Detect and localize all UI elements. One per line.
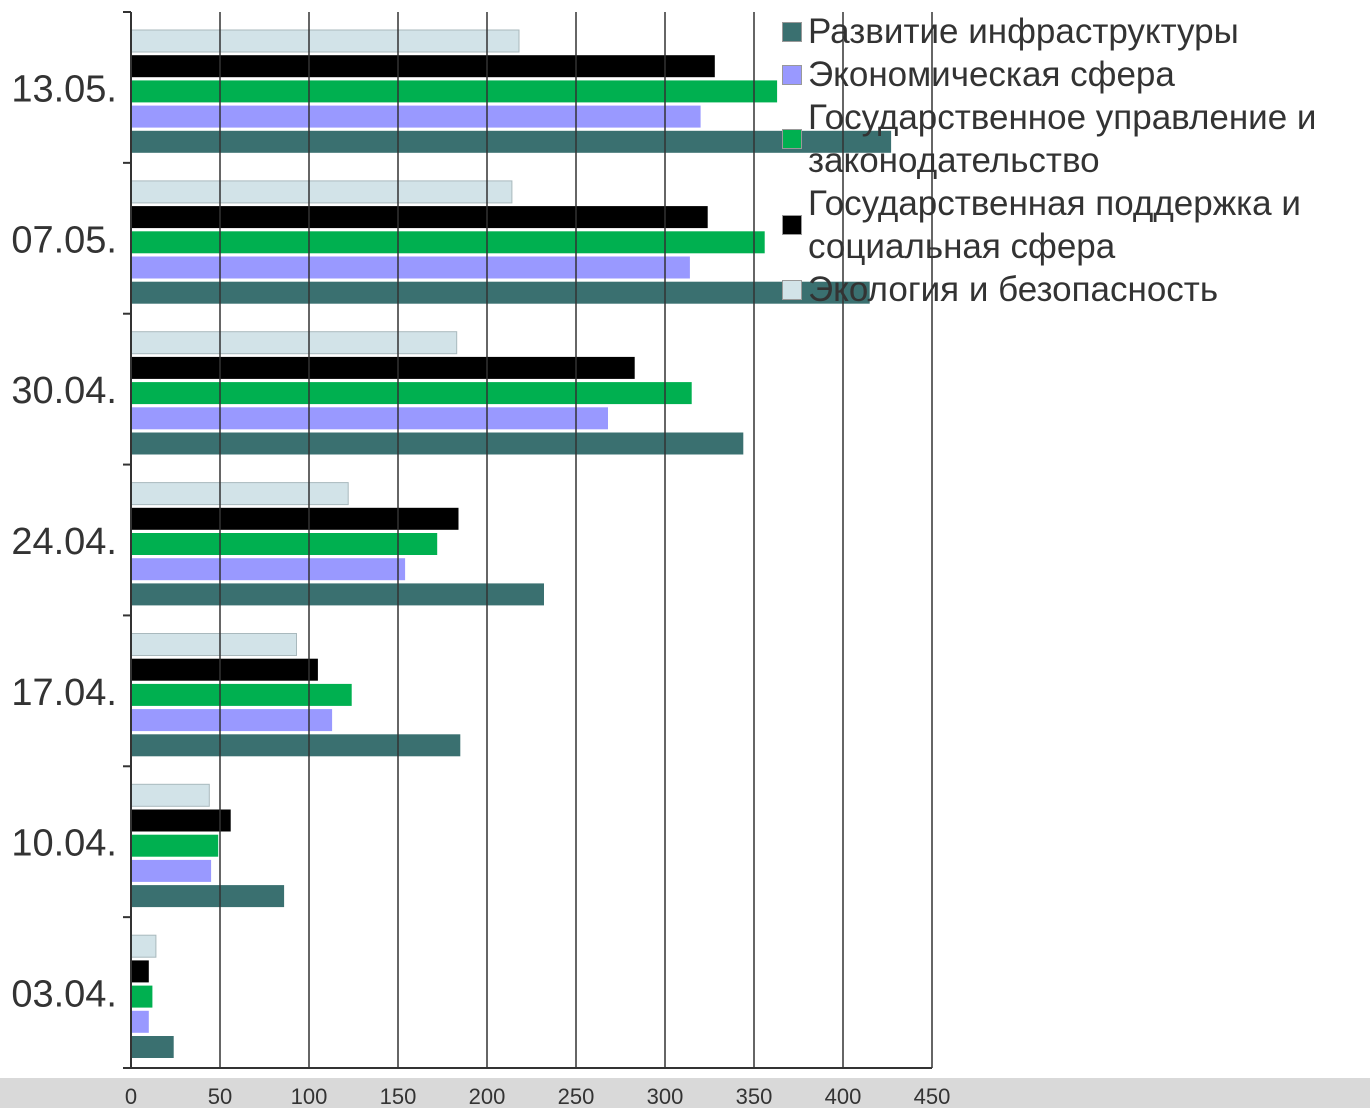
bar-0705-series-1 xyxy=(131,281,870,304)
bar-1704-series-4 xyxy=(131,658,318,681)
bar-0304-series-4 xyxy=(131,960,149,983)
category-label: 17.04. xyxy=(11,672,117,714)
bar-2404-series-2 xyxy=(131,558,406,581)
category-label: 03.04. xyxy=(11,974,117,1016)
legend-label: Экономическая сфера xyxy=(808,55,1175,94)
legend-swatch xyxy=(782,279,802,300)
bar-1704-series-5 xyxy=(130,633,297,656)
x-tick-label: 450 xyxy=(914,1084,951,1108)
x-tick-label: 400 xyxy=(825,1084,862,1108)
bar-0705-series-3 xyxy=(131,231,765,254)
bar-3004-series-3 xyxy=(131,382,692,405)
bar-1305-series-3 xyxy=(131,80,778,103)
x-tick-label: 0 xyxy=(125,1084,137,1108)
x-tick-label: 100 xyxy=(291,1084,328,1108)
bar-1004-series-4 xyxy=(131,809,231,832)
bar-0304-series-1 xyxy=(131,1036,174,1058)
x-tick-label: 200 xyxy=(469,1084,506,1108)
bar-3004-series-1 xyxy=(131,432,744,455)
category-label: 30.04. xyxy=(11,370,117,412)
bar-1004-series-1 xyxy=(131,885,285,908)
legend-label: Государственное управление и законодател… xyxy=(808,98,1317,180)
category-label: 10.04. xyxy=(11,823,117,865)
bar-0304-series-2 xyxy=(131,1010,149,1033)
legend-swatch xyxy=(782,64,802,85)
bar-0705-series-5 xyxy=(130,180,513,204)
legend-item: Экология и безопасность xyxy=(782,268,1370,311)
legend-item: Государственная поддержка и социальная с… xyxy=(782,182,1370,268)
bar-1305-series-1 xyxy=(131,130,892,153)
legend-swatch xyxy=(782,21,802,42)
x-tick-label: 250 xyxy=(558,1084,595,1108)
x-tick-label: 300 xyxy=(647,1084,684,1108)
bar-3004-series-5 xyxy=(130,331,458,355)
bar-1305-series-2 xyxy=(131,105,701,128)
legend-label: Развитие инфраструктуры xyxy=(808,12,1239,51)
bar-3004-series-4 xyxy=(131,356,635,379)
bar-1004-series-2 xyxy=(131,859,212,882)
legend-item: Экономическая сфера xyxy=(782,53,1370,96)
bar-1004-series-3 xyxy=(131,834,219,857)
bar-0705-series-4 xyxy=(131,206,708,229)
bar-0705-series-2 xyxy=(131,256,690,279)
legend-swatch xyxy=(782,215,802,235)
bar-1305-series-4 xyxy=(131,55,715,78)
bar-1305-series-5 xyxy=(130,29,520,53)
bar-2404-series-3 xyxy=(131,533,438,555)
bar-1004-series-5 xyxy=(130,783,210,807)
x-tick-label: 50 xyxy=(208,1084,232,1108)
legend-swatch xyxy=(782,129,802,149)
category-label: 07.05. xyxy=(11,219,117,261)
bar-1704-series-2 xyxy=(131,709,333,732)
chart-legend: Развитие инфраструктуры Экономическая сфе… xyxy=(782,10,1370,311)
bar-3004-series-2 xyxy=(131,407,608,430)
x-axis-band xyxy=(0,1078,1370,1108)
legend-label: Государственная поддержка и социальная с… xyxy=(808,184,1301,266)
bar-2404-series-5 xyxy=(130,482,349,506)
x-tick-label: 150 xyxy=(380,1084,417,1108)
legend-label: Экология и безопасность xyxy=(808,270,1219,309)
bar-0304-series-3 xyxy=(131,985,153,1008)
bar-1704-series-1 xyxy=(131,734,461,757)
category-label: 13.05. xyxy=(11,68,117,110)
bar-2404-series-4 xyxy=(131,507,459,530)
bar-1704-series-3 xyxy=(131,683,352,706)
legend-item: Государственное управление и законодател… xyxy=(782,96,1370,182)
x-tick-label: 350 xyxy=(736,1084,773,1108)
category-label: 24.04. xyxy=(11,521,117,563)
bar-0304-series-5 xyxy=(130,934,157,958)
bar-2404-series-1 xyxy=(131,583,544,606)
legend-item: Развитие инфраструктуры xyxy=(782,10,1370,53)
